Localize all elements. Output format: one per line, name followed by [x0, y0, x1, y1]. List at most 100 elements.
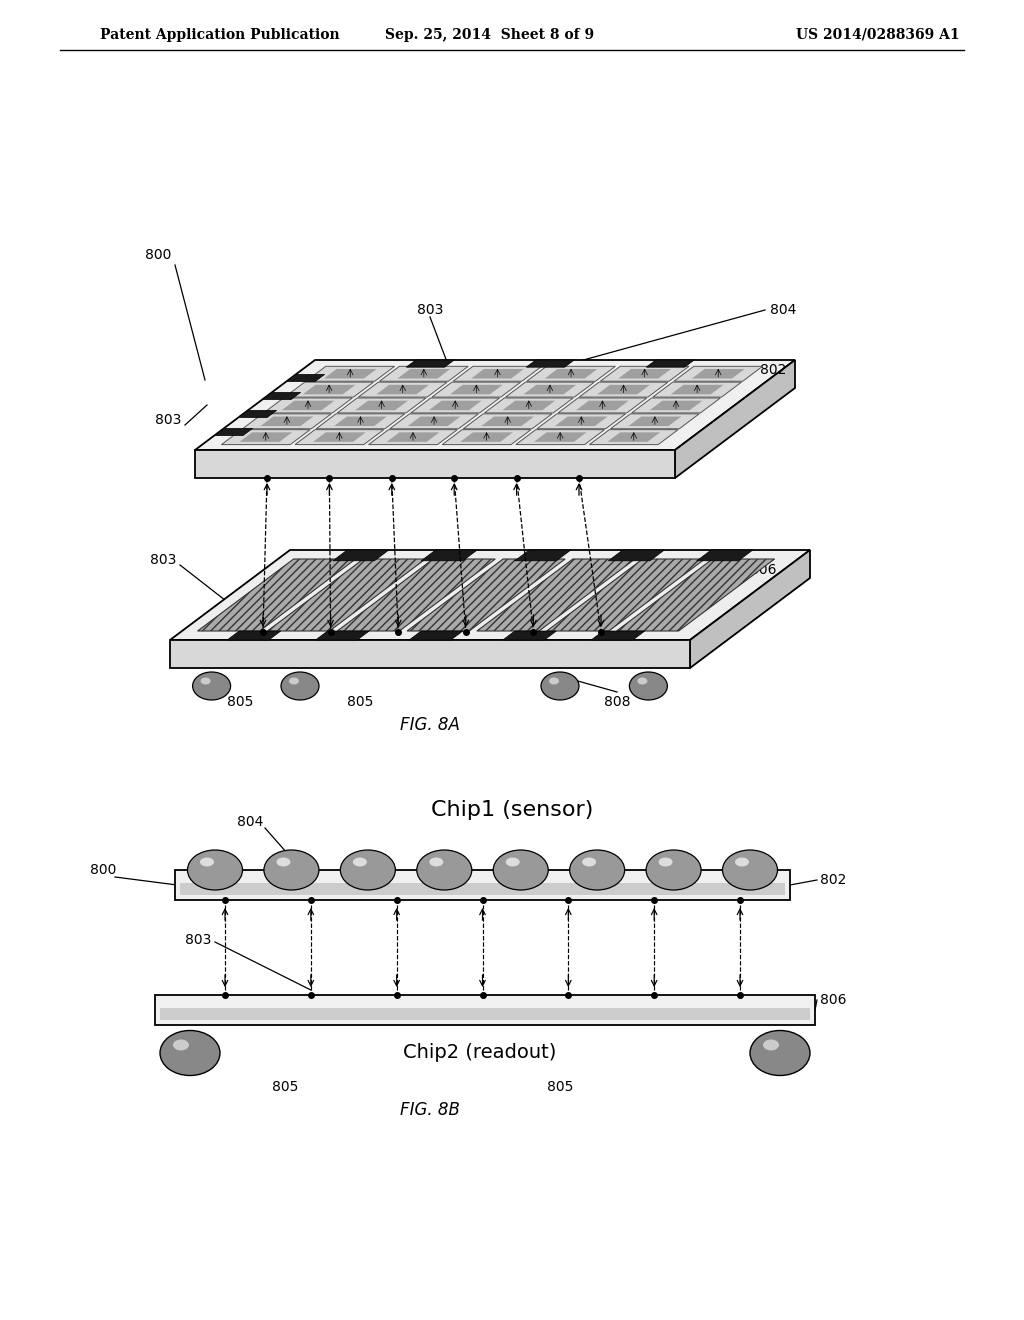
Polygon shape — [545, 370, 597, 379]
Polygon shape — [295, 430, 384, 445]
Ellipse shape — [353, 858, 367, 866]
Polygon shape — [306, 366, 394, 381]
Polygon shape — [690, 550, 810, 668]
Ellipse shape — [658, 858, 673, 866]
Polygon shape — [195, 450, 675, 478]
Text: Patent Application Publication: Patent Application Publication — [100, 28, 340, 42]
Polygon shape — [555, 417, 607, 426]
Polygon shape — [411, 399, 500, 413]
Polygon shape — [696, 550, 753, 561]
Polygon shape — [240, 433, 292, 442]
Polygon shape — [358, 383, 447, 397]
Ellipse shape — [289, 677, 299, 685]
Bar — [155, 995, 815, 1026]
Polygon shape — [286, 375, 325, 381]
Polygon shape — [547, 558, 705, 631]
Ellipse shape — [200, 858, 214, 866]
Polygon shape — [221, 430, 310, 445]
Polygon shape — [652, 381, 741, 397]
Polygon shape — [674, 366, 763, 381]
Text: Chip2 (readout): Chip2 (readout) — [403, 1043, 557, 1061]
Ellipse shape — [637, 677, 647, 685]
Polygon shape — [477, 558, 635, 631]
Polygon shape — [591, 631, 645, 640]
Ellipse shape — [630, 672, 668, 700]
Polygon shape — [170, 640, 690, 668]
Polygon shape — [407, 360, 455, 367]
Ellipse shape — [281, 672, 319, 700]
Ellipse shape — [582, 858, 596, 866]
Ellipse shape — [264, 850, 318, 890]
Polygon shape — [534, 433, 587, 442]
Text: 806: 806 — [750, 564, 776, 577]
Polygon shape — [377, 385, 429, 395]
Ellipse shape — [549, 677, 559, 685]
Polygon shape — [282, 401, 335, 411]
Polygon shape — [460, 433, 513, 442]
Polygon shape — [523, 385, 577, 395]
Text: 804: 804 — [770, 304, 797, 317]
Ellipse shape — [201, 677, 211, 685]
Ellipse shape — [569, 850, 625, 890]
Polygon shape — [590, 430, 678, 445]
Ellipse shape — [429, 858, 443, 866]
Polygon shape — [453, 366, 542, 381]
Polygon shape — [671, 385, 724, 395]
Polygon shape — [170, 550, 810, 640]
Polygon shape — [387, 433, 439, 442]
Polygon shape — [503, 401, 555, 411]
Text: 802: 802 — [820, 873, 847, 887]
Polygon shape — [262, 392, 301, 400]
Polygon shape — [410, 631, 463, 640]
Text: 805: 805 — [226, 696, 253, 709]
Polygon shape — [607, 433, 660, 442]
Ellipse shape — [763, 1040, 779, 1051]
Polygon shape — [608, 550, 665, 561]
Text: 800: 800 — [90, 863, 117, 876]
Polygon shape — [369, 430, 458, 445]
Polygon shape — [481, 417, 535, 426]
Text: 803: 803 — [150, 553, 176, 568]
Polygon shape — [442, 430, 530, 445]
Polygon shape — [303, 385, 355, 395]
Text: US 2014/0288369 A1: US 2014/0288369 A1 — [797, 28, 961, 42]
Text: 804: 804 — [237, 814, 263, 829]
Polygon shape — [484, 399, 573, 413]
Polygon shape — [198, 558, 355, 631]
Text: FIG. 8B: FIG. 8B — [400, 1101, 460, 1119]
Polygon shape — [337, 399, 426, 413]
Polygon shape — [515, 550, 570, 561]
Polygon shape — [316, 414, 404, 429]
Polygon shape — [577, 401, 629, 411]
Polygon shape — [337, 558, 496, 631]
Polygon shape — [432, 383, 520, 397]
Ellipse shape — [646, 850, 701, 890]
Text: 800: 800 — [145, 248, 171, 261]
Ellipse shape — [340, 850, 395, 890]
Polygon shape — [632, 397, 720, 413]
Polygon shape — [324, 370, 377, 379]
Polygon shape — [429, 401, 481, 411]
Polygon shape — [506, 381, 594, 397]
Polygon shape — [421, 550, 477, 561]
Polygon shape — [333, 550, 389, 561]
Polygon shape — [610, 414, 699, 429]
Polygon shape — [450, 385, 503, 395]
Polygon shape — [195, 360, 795, 450]
Ellipse shape — [541, 672, 579, 700]
Ellipse shape — [417, 850, 472, 890]
Polygon shape — [558, 399, 647, 413]
Text: 803: 803 — [155, 413, 181, 426]
Text: 805: 805 — [347, 696, 373, 709]
Polygon shape — [503, 631, 556, 640]
Bar — [180, 883, 785, 895]
Polygon shape — [390, 413, 478, 429]
Text: 803: 803 — [185, 933, 211, 946]
Polygon shape — [380, 366, 468, 381]
Text: Chip1 (sensor): Chip1 (sensor) — [431, 800, 593, 820]
Polygon shape — [526, 360, 574, 367]
Polygon shape — [408, 417, 461, 426]
Text: 805: 805 — [271, 1080, 298, 1094]
Polygon shape — [408, 558, 565, 631]
Text: 805: 805 — [547, 1080, 573, 1094]
